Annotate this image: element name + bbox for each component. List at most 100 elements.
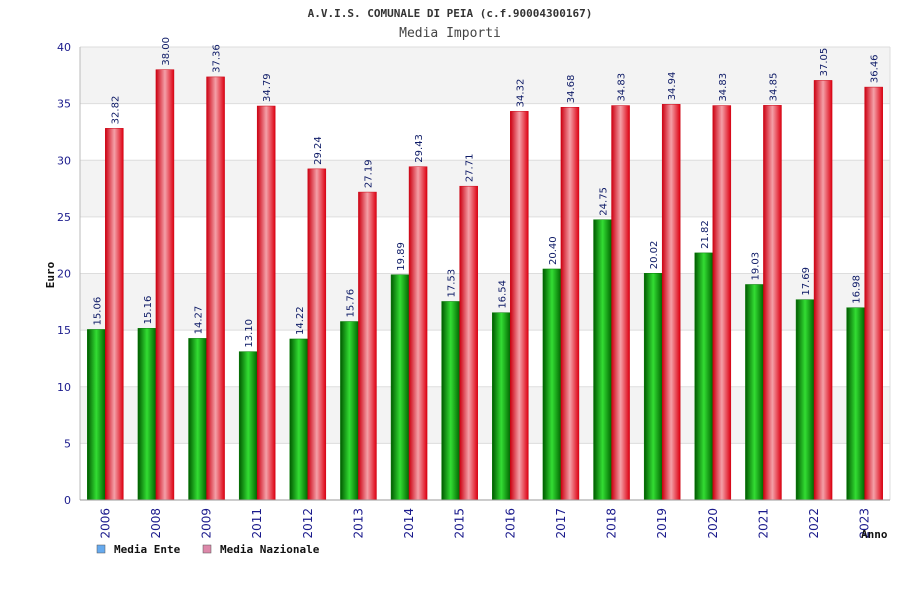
y-tick-label: 10 — [57, 381, 71, 394]
y-axis-label: Euro — [44, 261, 57, 288]
data-label-media-nazionale: 32.82 — [110, 96, 121, 125]
data-label-media-ente: 19.03 — [750, 252, 761, 281]
x-tick-label: 2014 — [402, 508, 416, 539]
data-label-media-ente: 16.54 — [497, 280, 508, 309]
data-label-media-ente: 24.75 — [599, 187, 610, 216]
data-label-media-ente: 15.16 — [143, 296, 154, 325]
y-tick-label: 25 — [57, 211, 71, 224]
data-label-media-nazionale: 34.68 — [566, 75, 577, 104]
x-tick-label: 2020 — [706, 508, 720, 539]
data-label-media-ente: 13.10 — [244, 319, 255, 348]
data-label-media-nazionale: 34.85 — [768, 73, 779, 102]
bar-media-ente — [188, 338, 207, 501]
data-label-media-nazionale: 29.24 — [313, 136, 324, 165]
bar-media-nazionale — [307, 168, 327, 501]
data-label-media-nazionale: 34.32 — [515, 79, 526, 108]
legend-swatch-media-ente — [96, 544, 106, 554]
x-tick-label: 2008 — [149, 508, 163, 539]
x-tick-label: 2009 — [200, 508, 214, 539]
x-tick-label: 2006 — [98, 508, 112, 539]
data-label-media-nazionale: 37.36 — [212, 44, 223, 73]
y-axis-ticks: 0 5 10 15 20 25 30 35 40 — [57, 41, 71, 507]
bar-media-nazionale — [560, 106, 580, 501]
data-label-media-ente: 15.06 — [92, 297, 103, 326]
x-tick-label: 2021 — [756, 508, 770, 539]
bar-media-ente — [289, 338, 309, 501]
x-tick-label: 2017 — [554, 508, 568, 539]
bar-media-ente — [238, 351, 258, 501]
data-label-media-ente: 16.98 — [852, 275, 863, 304]
y-tick-label: 35 — [57, 98, 71, 111]
legend-label-media-ente: Media Ente — [114, 543, 181, 556]
data-label-media-nazionale: 34.79 — [262, 73, 273, 102]
x-tick-label: 2013 — [351, 508, 365, 539]
data-label-media-nazionale: 27.19 — [363, 159, 374, 188]
bar-media-nazionale — [611, 105, 630, 501]
bar-media-nazionale — [459, 185, 478, 501]
x-axis-label: Anno — [861, 528, 888, 541]
x-tick-label: 2022 — [807, 508, 821, 539]
bar-media-nazionale — [155, 69, 175, 501]
bar-media-nazionale — [256, 105, 276, 501]
bar-media-nazionale — [763, 105, 782, 501]
data-label-media-ente: 20.02 — [649, 241, 660, 270]
data-label-media-ente: 14.27 — [194, 306, 205, 335]
bars — [87, 69, 883, 501]
bar-media-nazionale — [661, 104, 681, 501]
bar-media-nazionale — [813, 80, 833, 501]
x-tick-label: 2011 — [250, 508, 264, 539]
y-tick-label: 15 — [57, 324, 71, 337]
x-tick-label: 2019 — [655, 508, 669, 539]
x-tick-label: 2016 — [503, 508, 517, 539]
bar-media-ente — [137, 328, 157, 501]
data-label-media-ente: 19.89 — [396, 242, 407, 271]
legend-swatch-media-nazionale — [202, 544, 212, 554]
bar-media-nazionale — [712, 105, 732, 501]
data-label-media-nazionale: 34.83 — [617, 73, 628, 102]
x-tick-label: 2012 — [301, 508, 315, 539]
data-label-media-ente: 15.76 — [345, 289, 356, 318]
bar-media-nazionale — [408, 166, 428, 501]
data-label-media-nazionale: 27.71 — [465, 154, 476, 183]
data-label-media-ente: 17.69 — [801, 267, 812, 296]
data-labels: 15.06 32.82 15.16 38.00 14.27 37.36 13.10 34.79… — [92, 37, 880, 348]
y-tick-label: 40 — [57, 41, 71, 54]
bar-media-ente — [694, 252, 714, 501]
y-tick-label: 30 — [57, 154, 71, 167]
data-label-media-nazionale: 29.43 — [414, 134, 425, 163]
x-axis-ticks: 2006 2008 2009 2011 2012 2013 2014 2015 2016 2017… — [98, 508, 871, 539]
data-label-media-nazionale: 36.46 — [870, 54, 881, 83]
bar-media-ente — [643, 273, 663, 501]
data-label-media-ente: 17.53 — [447, 269, 458, 298]
data-label-media-ente: 21.82 — [700, 220, 711, 249]
bar-media-ente — [846, 307, 865, 501]
bar-media-ente — [593, 219, 612, 501]
legend: Media Ente Media Nazionale — [96, 543, 320, 556]
data-label-media-nazionale: 37.05 — [819, 48, 830, 77]
bar-media-ente — [340, 321, 359, 501]
bar-media-ente — [795, 299, 815, 501]
chart-title: A.V.I.S. COMUNALE DI PEIA (c.f.900043001… — [308, 7, 593, 20]
bar-media-ente — [542, 268, 562, 501]
bar-media-ente — [390, 274, 410, 501]
chart-subtitle: Media Importi — [399, 26, 501, 41]
bar-media-nazionale — [864, 86, 883, 501]
data-label-media-nazionale: 34.83 — [718, 73, 729, 102]
bar-media-ente — [87, 329, 106, 501]
bar-media-nazionale — [206, 76, 225, 501]
y-tick-label: 5 — [64, 437, 71, 450]
y-tick-label: 0 — [64, 494, 71, 507]
data-label-media-nazionale: 38.00 — [161, 37, 172, 66]
x-tick-label: 2015 — [453, 508, 467, 539]
bar-media-ente — [492, 312, 511, 501]
data-label-media-ente: 14.22 — [295, 306, 306, 335]
data-label-media-nazionale: 34.94 — [667, 72, 678, 101]
bar-media-nazionale — [358, 191, 377, 501]
x-tick-label: 2018 — [605, 508, 619, 539]
x-tick-label: 2023 — [858, 508, 872, 539]
bar-media-nazionale — [510, 111, 529, 501]
legend-label-media-nazionale: Media Nazionale — [220, 543, 320, 556]
y-tick-label: 20 — [57, 268, 71, 281]
data-label-media-ente: 20.40 — [548, 236, 559, 265]
